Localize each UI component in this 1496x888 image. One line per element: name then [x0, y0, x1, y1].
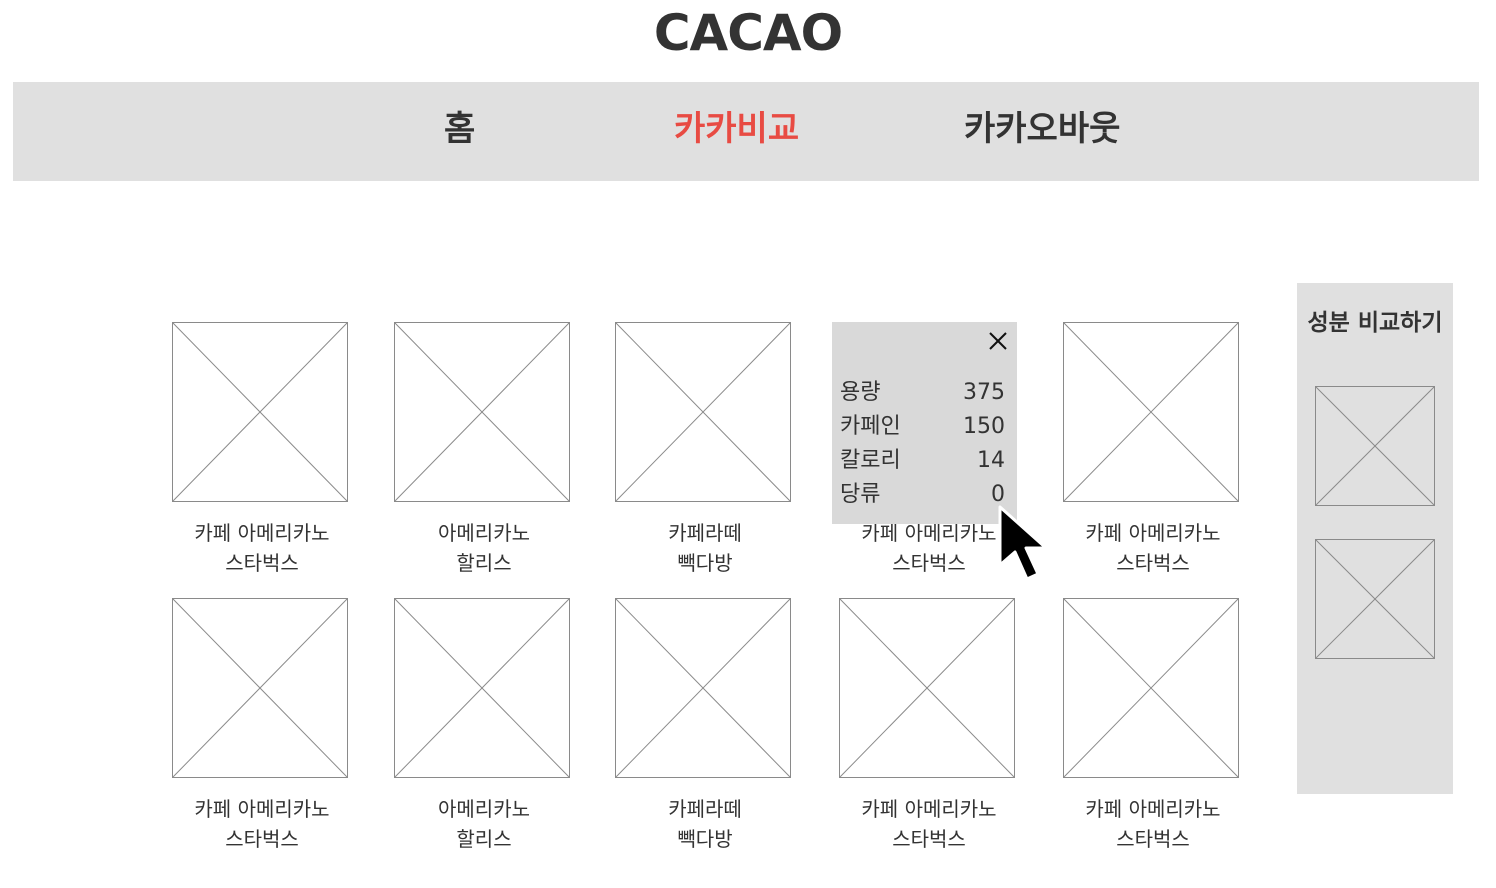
- product-card[interactable]: 아메리카노 할리스: [394, 598, 574, 854]
- product-card[interactable]: 카페 아메리카노 스타벅스: [172, 322, 352, 578]
- product-card[interactable]: 카페 아메리카노 스타벅스: [1063, 598, 1243, 854]
- nutrition-row: 칼로리 14: [840, 444, 1005, 478]
- product-label: 아메리카노 할리스: [394, 794, 574, 854]
- product-name: 카페 아메리카노: [861, 797, 997, 821]
- nav-item-home[interactable]: 홈: [444, 109, 476, 149]
- product-card[interactable]: 카페라떼 빽다방: [615, 598, 795, 854]
- product-name: 카페 아메리카노: [194, 521, 330, 545]
- product-name: 카페라떼: [668, 521, 742, 545]
- product-card[interactable]: 아메리카노 할리스: [394, 322, 574, 578]
- product-name: 아메리카노: [438, 797, 530, 821]
- product-label: 카페라떼 빽다방: [615, 518, 795, 578]
- product-brand: 할리스: [456, 551, 512, 575]
- product-brand: 스타벅스: [892, 551, 966, 575]
- close-icon[interactable]: [985, 328, 1011, 354]
- product-label: 카페 아메리카노 스타벅스: [1063, 794, 1243, 854]
- product-brand: 스타벅스: [225, 827, 299, 851]
- product-brand: 스타벅스: [1116, 827, 1190, 851]
- product-name: 카페 아메리카노: [1085, 797, 1221, 821]
- product-card[interactable]: 카페 아메리카노 스타벅스: [172, 598, 352, 854]
- image-placeholder-icon: [1063, 598, 1239, 778]
- product-label: 아메리카노 할리스: [394, 518, 574, 578]
- nutrition-list: 용량 375 카페인 150 칼로리 14 당류 0: [840, 376, 1005, 512]
- nutrition-value: 0: [991, 482, 1005, 507]
- product-brand: 스타벅스: [1116, 551, 1190, 575]
- app-title: CACAO: [653, 4, 843, 62]
- compare-slot[interactable]: [1315, 386, 1435, 506]
- nutrition-row: 용량 375: [840, 376, 1005, 410]
- product-card[interactable]: 카페라떼 빽다방: [615, 322, 795, 578]
- product-label: 카페 아메리카노 스타벅스: [1063, 518, 1243, 578]
- nutrition-label: 칼로리: [840, 448, 901, 473]
- image-placeholder-icon: [394, 598, 570, 778]
- nav-item-about[interactable]: 카카오바웃: [964, 109, 1121, 149]
- compare-panel-title: 성분 비교하기: [1307, 310, 1443, 336]
- nutrition-value: 14: [977, 448, 1005, 473]
- image-placeholder-icon: [615, 322, 791, 502]
- nutrition-popup: 용량 375 카페인 150 칼로리 14 당류 0: [832, 322, 1017, 524]
- product-label: 카페 아메리카노 스타벅스: [839, 518, 1019, 578]
- nutrition-value: 375: [963, 380, 1005, 405]
- image-placeholder-icon: [1063, 322, 1239, 502]
- product-label: 카페라떼 빽다방: [615, 794, 795, 854]
- product-brand: 빽다방: [677, 551, 733, 575]
- nutrition-value: 150: [963, 414, 1005, 439]
- nutrition-label: 당류: [840, 482, 881, 507]
- product-card[interactable]: 카페 아메리카노 스타벅스: [1063, 322, 1243, 578]
- product-brand: 할리스: [456, 827, 512, 851]
- product-name: 카페라떼: [668, 797, 742, 821]
- product-label: 카페 아메리카노 스타벅스: [172, 794, 352, 854]
- product-brand: 빽다방: [677, 827, 733, 851]
- nutrition-row: 카페인 150: [840, 410, 1005, 444]
- image-placeholder-icon: [394, 322, 570, 502]
- nav-item-compare[interactable]: 카카비교: [674, 109, 800, 149]
- compare-panel: 성분 비교하기: [1297, 283, 1453, 794]
- image-placeholder-icon: [839, 598, 1015, 778]
- product-name: 아메리카노: [438, 521, 530, 545]
- compare-slot[interactable]: [1315, 539, 1435, 659]
- product-label: 카페 아메리카노 스타벅스: [839, 794, 1019, 854]
- product-name: 카페 아메리카노: [194, 797, 330, 821]
- product-name: 카페 아메리카노: [1085, 521, 1221, 545]
- image-placeholder-icon: [172, 322, 348, 502]
- main-nav: 홈 카카비교 카카오바웃: [13, 82, 1479, 181]
- nutrition-row: 당류 0: [840, 478, 1005, 512]
- product-brand: 스타벅스: [892, 827, 966, 851]
- image-placeholder-icon: [615, 598, 791, 778]
- image-placeholder-icon: [172, 598, 348, 778]
- nutrition-label: 카페인: [840, 414, 901, 439]
- product-brand: 스타벅스: [225, 551, 299, 575]
- mouse-pointer-icon: [998, 505, 1048, 581]
- nutrition-label: 용량: [840, 380, 881, 405]
- product-card[interactable]: 카페 아메리카노 스타벅스: [839, 598, 1019, 854]
- product-name: 카페 아메리카노: [861, 521, 997, 545]
- product-label: 카페 아메리카노 스타벅스: [172, 518, 352, 578]
